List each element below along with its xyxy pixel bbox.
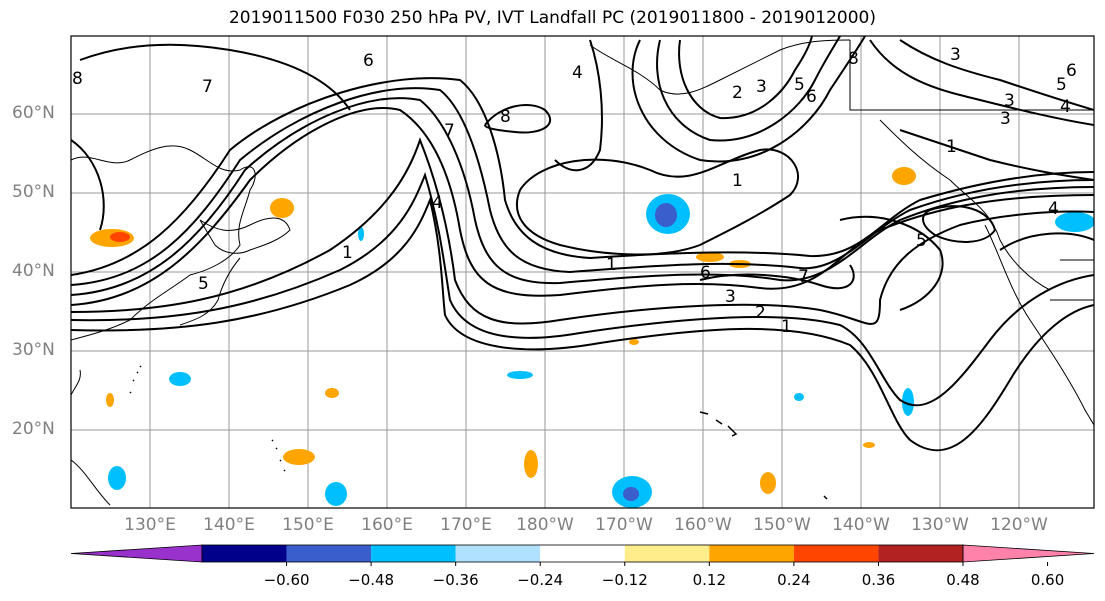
lon-label: 160°E [361, 515, 413, 535]
lat-label: 20°N [12, 419, 55, 439]
contour-label: 7 [444, 121, 455, 141]
pv-contours [71, 36, 1094, 452]
contour-label: 6 [1066, 61, 1077, 81]
colorbar-tick-label: −0.60 [263, 571, 310, 589]
lon-label: 150°E [282, 515, 334, 535]
lon-label: 120°W [990, 515, 1048, 535]
colorbar-cell [793, 545, 879, 562]
pc-shading [90, 167, 1094, 508]
contour-label: 6 [363, 51, 374, 71]
contour-label: 8 [500, 107, 511, 127]
lat-label: 30°N [12, 340, 55, 360]
lon-label: 140°W [832, 515, 890, 535]
contour-label: 1 [732, 171, 743, 191]
contour-label: 2 [732, 83, 743, 103]
lat-label: 40°N [12, 261, 55, 281]
lon-label: 130°E [124, 515, 176, 535]
shade-negative [655, 203, 677, 227]
lon-label: 170°W [595, 515, 653, 535]
shade-positive [760, 472, 776, 494]
shade-positive [270, 198, 294, 218]
shade-negative [794, 393, 804, 401]
shade-positive [892, 167, 916, 185]
coastlines [71, 39, 1094, 506]
colorbar-cell [709, 545, 794, 562]
contour-label: 6 [806, 87, 817, 107]
colorbar-tick-label: 0.60 [1030, 571, 1065, 589]
contour-label: 4 [432, 193, 443, 213]
colorbar [70, 544, 1095, 566]
colorbar-border [201, 544, 964, 563]
colorbar-cell [624, 545, 710, 562]
colorbar-tick-label: −0.12 [601, 571, 648, 589]
shade-negative [325, 482, 347, 506]
shade-negative [623, 487, 639, 501]
shade-positive [524, 450, 538, 478]
contour-label: 4 [1048, 199, 1059, 219]
colorbar-cell [371, 545, 456, 562]
lon-label: 170°E [440, 515, 492, 535]
colorbar-tick-label: 0.24 [777, 571, 811, 589]
shade-positive [325, 388, 339, 398]
contour-label: 8 [72, 69, 83, 89]
contour-label: 7 [798, 267, 809, 287]
contour-label: 6 [700, 263, 711, 283]
shade-negative [1055, 212, 1094, 232]
lat-label: 50°N [12, 182, 55, 202]
contour-label: 7 [202, 77, 213, 97]
contour-label: 3 [1004, 91, 1015, 111]
shade-negative [507, 371, 533, 379]
colorbar-tick-label: 0.36 [861, 571, 896, 589]
colorbar-tick-label: 0.48 [946, 571, 980, 589]
shade-positive [283, 449, 315, 465]
contour-label: 3 [756, 77, 767, 97]
colorbar-extend-low [70, 544, 203, 563]
contour-label: 5 [794, 75, 805, 95]
shade-negative [169, 372, 191, 386]
lon-label: 140°E [203, 515, 255, 535]
colorbar-extend-high [962, 544, 1095, 563]
contour-label: 2 [755, 303, 766, 323]
shade-positive [106, 393, 114, 407]
contour-label: 1 [946, 137, 957, 157]
contour-label: 4 [1060, 97, 1071, 117]
contour-label: 5 [198, 274, 209, 294]
colorbar-cell [286, 545, 372, 562]
lon-label: 150°W [753, 515, 811, 535]
colorbar-cell [878, 545, 963, 562]
map-title: 2019011500 F030 250 hPa PV, IVT Landfall… [228, 8, 876, 28]
shade-negative [108, 466, 126, 490]
contour-label: 5 [916, 231, 927, 251]
map-frame [70, 35, 1095, 509]
colorbar-cell [455, 545, 541, 562]
colorbar-cell [540, 545, 625, 562]
lon-label: 180°W [516, 515, 574, 535]
lat-label: 60°N [12, 103, 55, 123]
contour-label: 4 [572, 63, 583, 83]
shade-positive [629, 339, 639, 345]
contour-label-group: 8 7 6 4 1 5 8 7 4 2 3 5 6 8 3 3 1 6 5 4 … [72, 45, 1077, 337]
colorbar-tick-label: −0.24 [517, 571, 564, 589]
shade-positive [110, 232, 130, 242]
contour-label: 8 [848, 49, 859, 69]
shade-positive [696, 252, 724, 262]
shade-positive [863, 442, 875, 448]
colorbar-tick-label: −0.48 [348, 571, 395, 589]
shade-negative [358, 227, 364, 241]
contour-label: 1 [781, 317, 792, 337]
contour-label: 1 [606, 255, 617, 275]
islands [129, 365, 828, 500]
contour-label: 3 [950, 45, 961, 65]
contour-label: 5 [1056, 75, 1067, 95]
contour-label: 3 [1000, 109, 1011, 129]
lon-label: 130°W [911, 515, 969, 535]
lon-label: 160°W [674, 515, 732, 535]
shade-negative [902, 388, 914, 416]
contour-label: 3 [725, 287, 736, 307]
colorbar-tick-label: 0.12 [692, 571, 727, 589]
colorbar-cell [202, 545, 287, 562]
contour-label: 1 [342, 243, 353, 263]
colorbar-tick-label: −0.36 [432, 571, 479, 589]
